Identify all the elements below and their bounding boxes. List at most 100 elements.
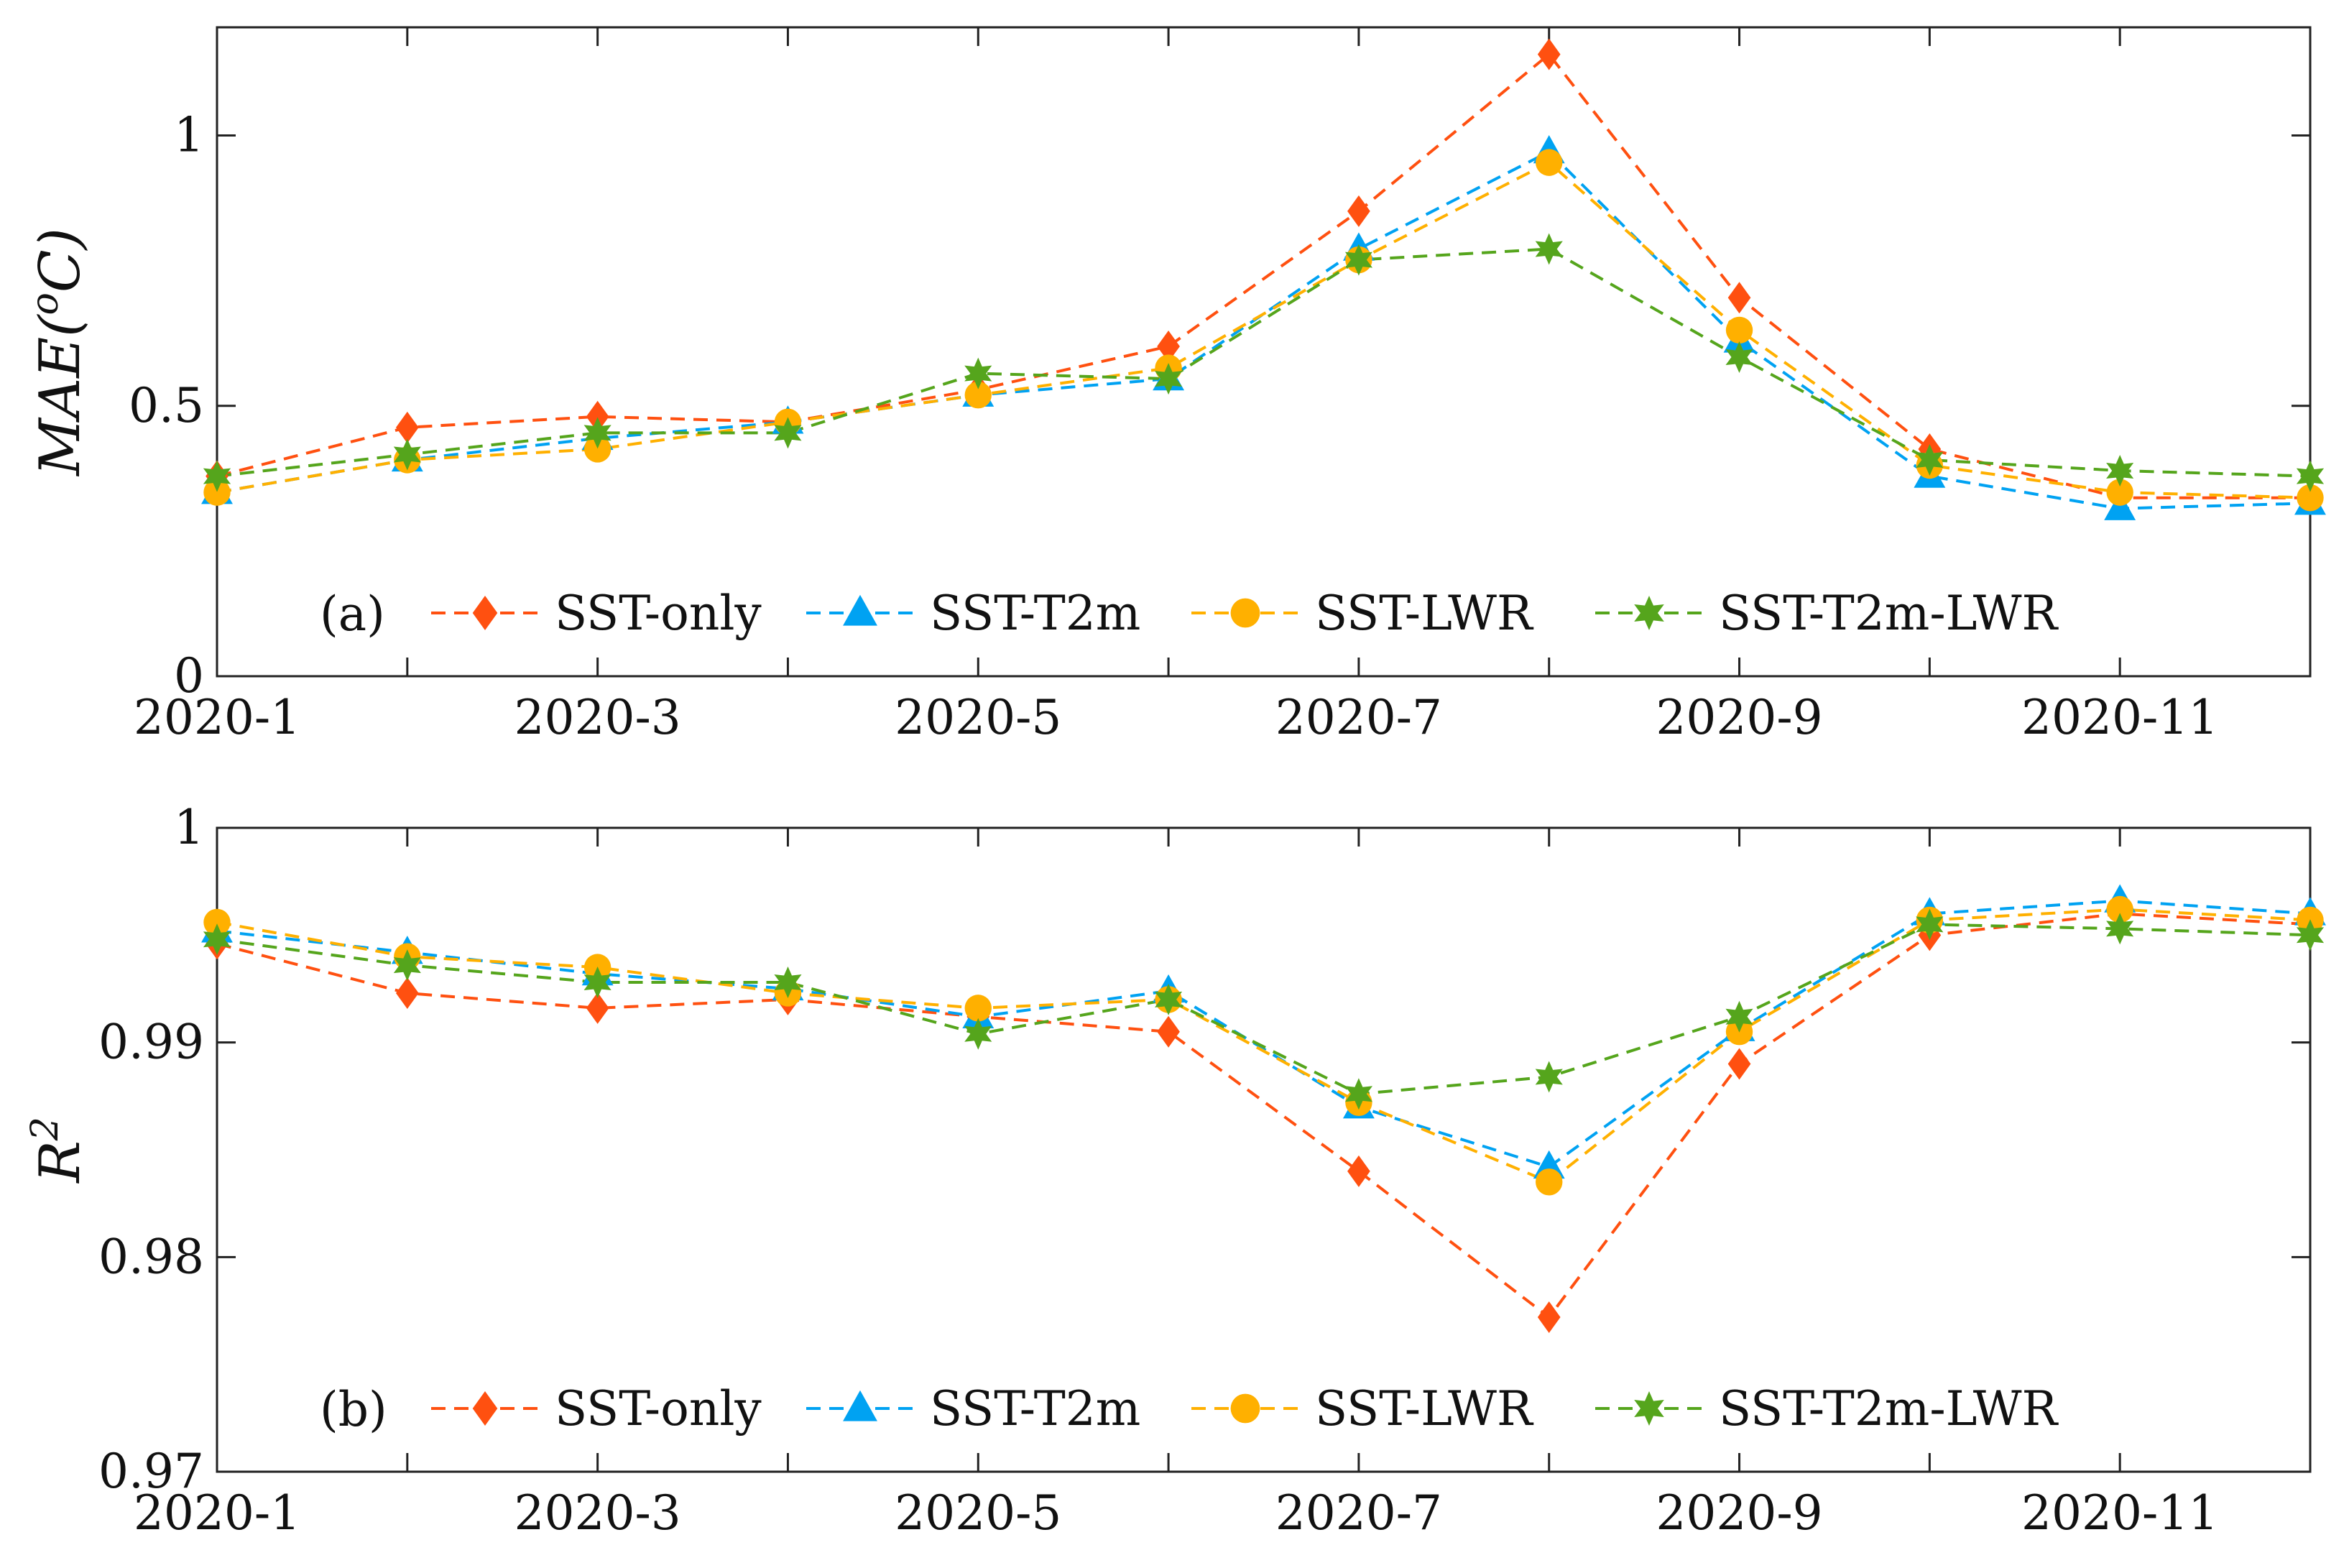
legend-label: SST-T2m-LWR [1719,1381,2059,1436]
x-tick-label: 2020-7 [1275,690,1442,745]
data-point [1537,38,1561,70]
data-point [2106,895,2133,923]
y-tick-label: 1 [174,800,204,855]
data-point [1535,233,1563,265]
x-tick-label: 2020-11 [2021,1485,2218,1541]
x-tick-label: 2020-3 [514,1485,681,1541]
data-point [1157,330,1180,362]
legend: SST-only SST-T2m SST-LWR SST-T2m-LWR [431,1381,2059,1436]
y-tick-label: 0.99 [98,1015,204,1070]
legend-label: SST-T2m [930,586,1140,641]
legend-label: SST-only [555,586,762,641]
x-tick-label: 2020-1 [134,1485,300,1541]
series-layer [201,38,2326,520]
y-axis-label-tail: C) [28,228,93,292]
data-point [586,400,609,433]
data-point [395,411,419,443]
x-tick-label: 2020-9 [1656,690,1822,745]
legend-marker [1230,1393,1260,1424]
panel-label: (a) [320,586,385,642]
data-point [1344,244,1372,276]
legend-marker [1634,596,1664,630]
y-tick-label: 0 [174,648,204,704]
data-point [1725,316,1753,344]
series-line [216,923,2311,1096]
x-tick-label: 2020-3 [514,690,681,745]
y-axis-label-main: R [28,1140,93,1184]
y-tick-label: 0.98 [98,1229,204,1284]
data-point [964,995,992,1022]
data-point [395,977,419,1009]
panel-r2: 0.97 0.98 0.99 1 2020-1 2020-3 2020-5 2020-7 202… [24,800,2326,1541]
x-tick-label: 2020-11 [2021,690,2218,745]
data-point [1725,1000,1753,1033]
panel-label: (b) [320,1382,387,1437]
legend-marker [1634,1391,1664,1426]
data-point [964,382,992,409]
data-point [1347,195,1370,227]
data-point [1344,1078,1372,1110]
data-point [774,967,802,998]
y-tick-label: 0.5 [129,378,204,433]
data-point [1727,282,1751,314]
data-point [1916,908,1944,941]
data-point [1155,363,1183,395]
data-point [1725,341,1753,373]
data-point [586,992,609,1024]
legend-label: SST-T2m [930,1381,1140,1436]
data-point [583,435,612,463]
y-axis-label: R2 [24,1117,93,1184]
plot-frame [216,826,2312,1473]
data-point [203,479,231,506]
data-point [964,357,992,389]
x-tick-label: 2020-9 [1656,1485,1822,1541]
data-point [393,438,421,471]
panel-mae: 0 0.5 1 2020-1 2020-3 2020-5 2020-7 2020-9 2020-… [24,26,2326,745]
legend-marker [843,594,877,626]
series-line [216,908,2311,1184]
data-point [2104,492,2136,520]
legend-label: SST-LWR [1315,586,1534,641]
y-tick-label: 0.97 [98,1444,204,1499]
legend-label: SST-only [555,1381,762,1436]
data-point [1536,1168,1563,1196]
x-tick-label: 2020-5 [895,690,1061,745]
data-point [964,1018,992,1050]
data-point [583,967,612,998]
data-point [2297,484,2324,512]
series-layer [201,884,2326,1333]
x-tick-label: 2020-5 [895,1485,1061,1541]
x-tick-label: 2020-1 [134,690,300,745]
legend-marker [1230,598,1260,628]
data-point [1535,1061,1563,1093]
y-axis-label-superscript: o [24,292,67,315]
plot-frame [216,26,2312,678]
series-line [216,149,2311,510]
axes: 0.97 0.98 0.99 1 2020-1 2020-3 2020-5 2020-7 202… [98,800,2312,1541]
data-point [2106,913,2134,945]
y-tick-label: 1 [174,108,204,163]
data-point [1537,1301,1561,1333]
data-point [1916,444,1944,476]
data-point [1347,1155,1370,1187]
x-tick-label: 2020-7 [1275,1485,1442,1541]
data-point [1155,983,1183,1015]
legend-marker [472,1391,498,1426]
y-axis-label: MAE(oC) [24,228,93,477]
legend-label: SST-LWR [1315,1381,1534,1436]
series-line [216,899,2311,1169]
legend-label: SST-T2m-LWR [1719,586,2059,641]
axes: 0 0.5 1 2020-1 2020-3 2020-5 2020-7 2020-9 2020-… [129,27,2312,745]
legend-marker [472,596,498,630]
y-axis-label-main: MAE( [28,314,93,477]
series-line [216,52,2310,499]
data-point [1536,149,1563,176]
data-point [2296,919,2325,951]
series-line [216,160,2311,499]
series-line [216,912,2311,1319]
data-point [203,908,231,936]
y-axis-label-superscript: 2 [24,1117,67,1141]
data-point [1727,1048,1751,1080]
data-point [393,949,421,982]
